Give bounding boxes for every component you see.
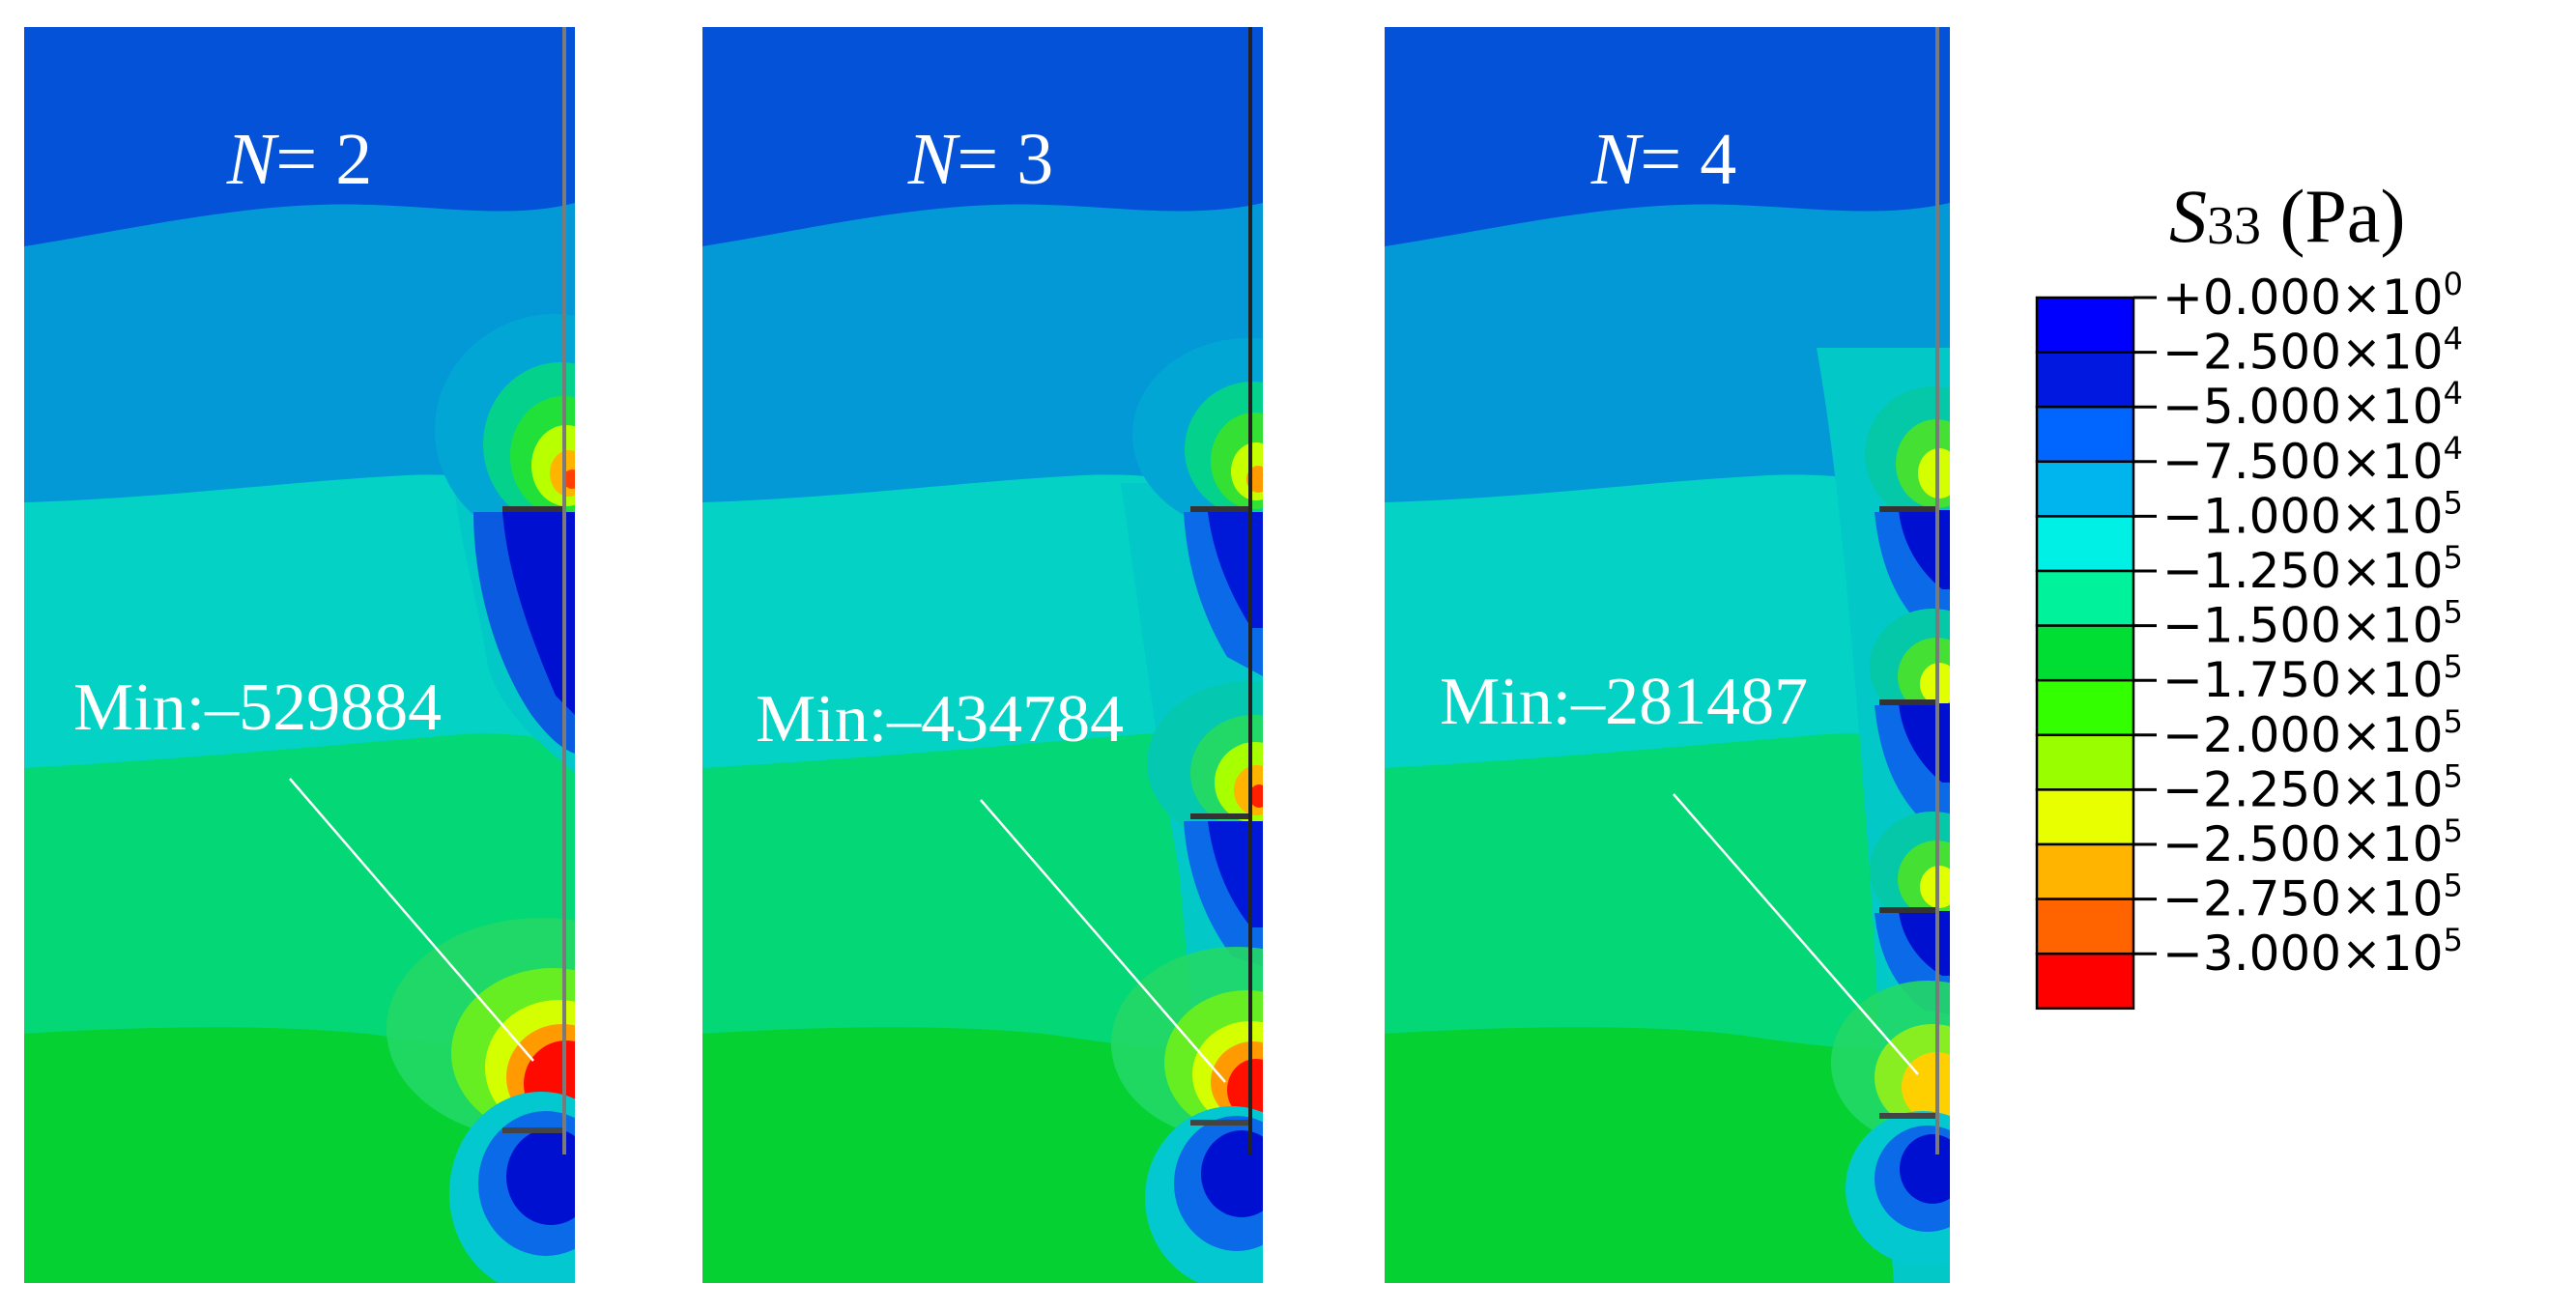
legend-swatch [2035,624,2135,682]
legend-swatch [2035,296,2135,354]
legend-label: −1.000×105 [2162,484,2463,544]
compression-zone-lower [1846,1111,1950,1266]
legend-swatch [2035,460,2135,518]
legend-label: −2.750×105 [2162,868,2463,927]
stress-concentration-upper [435,314,575,546]
legend-swatch [2035,898,2135,955]
compression-zone-lower [449,1092,575,1283]
min-annotation-n2: Min:–529884 [73,670,442,745]
legend-label: −2.500×104 [2162,321,2463,381]
compression-zone-lower [1145,1106,1263,1283]
legend-label: −1.250×105 [2162,539,2463,599]
legend-label: −2.000×105 [2162,703,2463,763]
min-annotation-n4: Min:–281487 [1440,665,1808,739]
legend-labels: +0.000×100−2.500×104−5.000×104−7.500×104… [2162,266,2463,982]
legend-swatch [2035,788,2135,846]
legend-swatch [2035,351,2135,409]
legend-label: −2.500×105 [2162,812,2463,872]
contour-panel-n2: N= 2 Min:–529884 [24,27,575,1283]
panel-label-n3: N= 3 [907,119,1054,200]
panel-label-n4: N= 4 [1590,119,1737,200]
legend-title: S33 (Pa) [2169,174,2405,258]
contour-panel-n3: N= 3 Min:–434784 [702,27,1263,1283]
panel-label-n2: N= 2 [226,119,373,200]
legend-swatch [2035,678,2135,737]
min-annotation-n3: Min:–434784 [756,682,1124,756]
legend-swatch [2035,952,2135,1011]
legend-label: −1.750×105 [2162,648,2463,708]
legend-label: −2.250×105 [2162,757,2463,817]
legend-label: −7.500×104 [2162,430,2463,490]
legend-swatch [2035,515,2135,573]
stress-concentration-4 [1831,981,1950,1145]
legend-swatch [2035,569,2135,627]
contour-panel-n4: N= 4 Min:–281487 [1385,27,1950,1283]
legend-label: −3.000×105 [2162,922,2463,982]
legend-swatch [2035,733,2135,791]
stress-concentration-2 [1870,609,1950,725]
legend-swatch [2035,405,2135,464]
legend-label: +0.000×100 [2162,266,2463,326]
stress-concentration-3 [1111,947,1263,1140]
legend-swatch [2035,842,2135,900]
legend-swatches [2035,296,2135,1011]
color-legend: S33 (Pa) +0.000×100−2.500×104−5.000×104−… [2035,174,2463,1011]
legend-label: −1.500×105 [2162,594,2463,654]
stress-concentration-1 [1865,386,1950,522]
legend-ticks [2133,296,2157,955]
legend-label: −5.000×104 [2162,375,2463,435]
